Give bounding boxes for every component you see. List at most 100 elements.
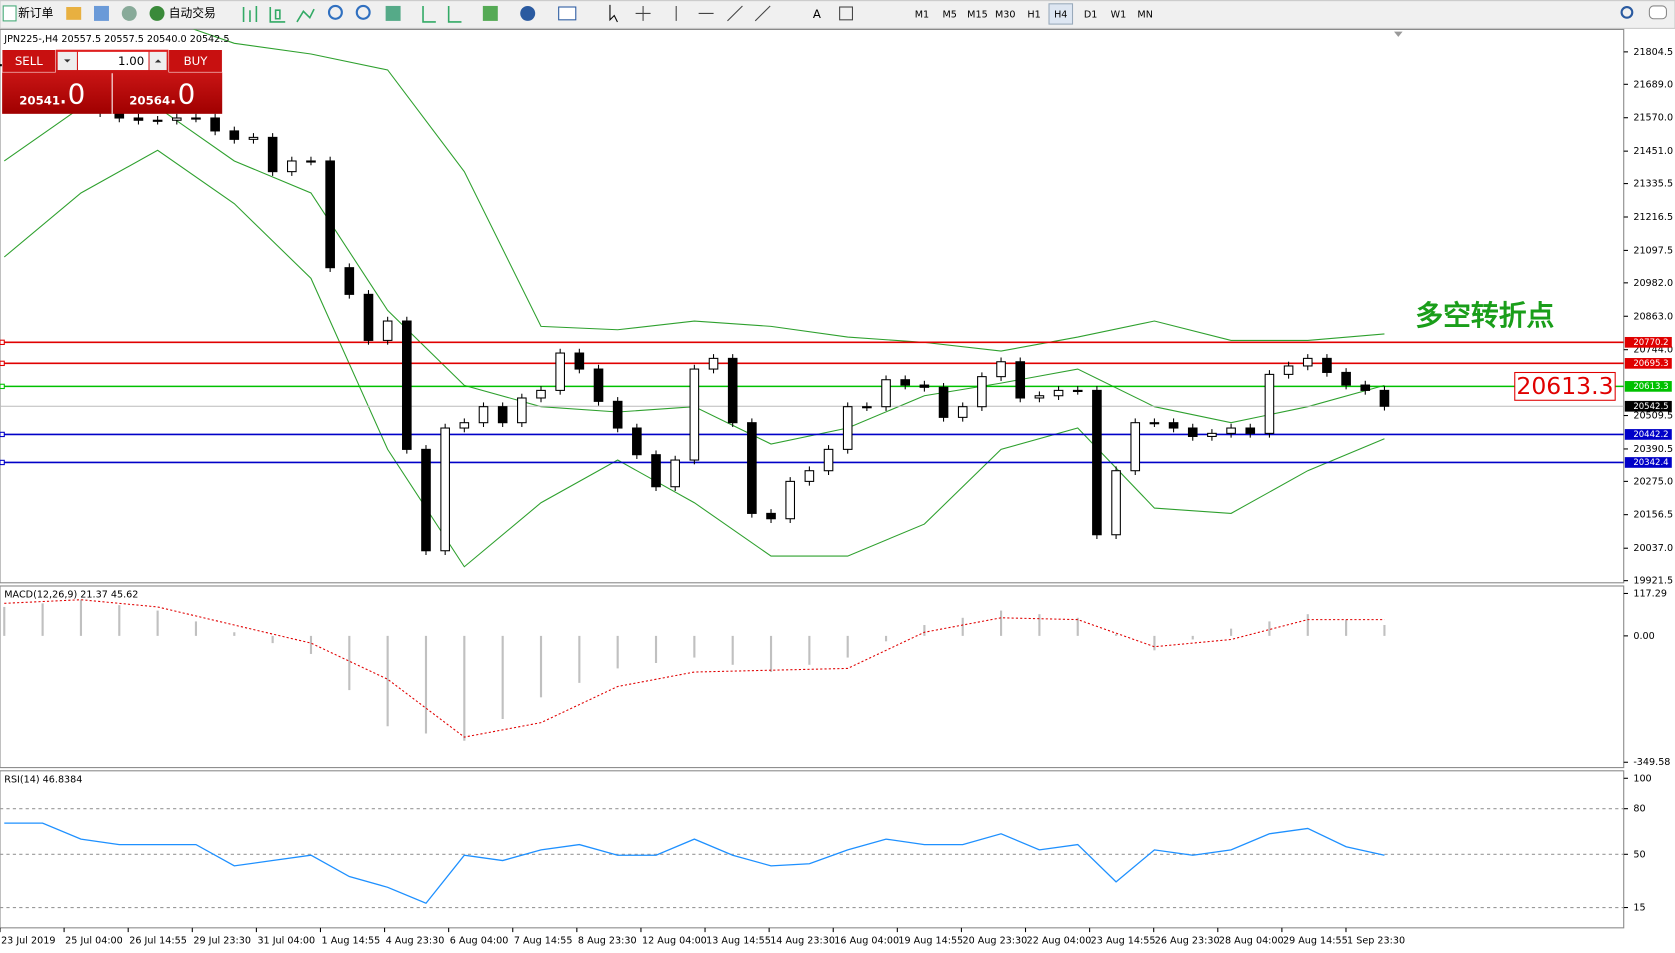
- y-tick-label: 21570.0: [1633, 113, 1673, 124]
- candle: [517, 397, 527, 424]
- text-tool[interactable]: A: [813, 7, 821, 21]
- level-box: [1624, 381, 1672, 392]
- icon[interactable]: [482, 5, 498, 21]
- timeframe[interactable]: M15: [967, 9, 988, 20]
- candle: [1168, 422, 1179, 429]
- candle: [727, 357, 738, 424]
- candle: [747, 422, 757, 514]
- current-price-box: [1624, 400, 1672, 412]
- x-tick-label: 25 Jul 04:00: [65, 936, 123, 947]
- trade-panel: SELL 1.00 BUY 20541 .0 20564 .0: [1, 49, 223, 114]
- lot-input[interactable]: [77, 51, 149, 71]
- cursor[interactable]: [609, 4, 618, 23]
- icon[interactable]: [242, 5, 258, 22]
- x-tick-label: 19 Aug 14:55: [898, 936, 963, 947]
- level-marker: [0, 431, 5, 438]
- bid-frac[interactable]: .0: [59, 78, 85, 111]
- search[interactable]: [1620, 5, 1634, 19]
- icon[interactable]: [269, 7, 286, 23]
- icon[interactable]: [121, 5, 137, 21]
- y-tick-label: 19921.5: [1633, 576, 1673, 587]
- timeframe[interactable]: M30: [995, 9, 1016, 20]
- candle: [1283, 365, 1294, 375]
- buy-button[interactable]: [168, 49, 223, 73]
- toolbar-bg: [0, 0, 1675, 29]
- sell-button[interactable]: [1, 49, 56, 73]
- auto-trading-icon[interactable]: [149, 5, 165, 21]
- new-order[interactable]: 新订单: [18, 6, 53, 20]
- level-marker: [0, 459, 5, 466]
- candle: [651, 454, 661, 488]
- x-tick-label: 26 Jul 14:55: [129, 936, 187, 947]
- icon[interactable]: [558, 6, 577, 21]
- y-tick-label: 20982.0: [1633, 278, 1673, 289]
- ask-main[interactable]: 20564: [129, 94, 170, 108]
- x-tick-label: 6 Aug 04:00: [450, 936, 509, 947]
- x-tick-label: 28 Aug 04:00: [1219, 936, 1284, 947]
- x-tick-label: 14 Aug 23:30: [770, 936, 835, 947]
- icon[interactable]: [385, 5, 401, 21]
- icon[interactable]: [422, 5, 462, 23]
- timeframe[interactable]: H1: [1027, 9, 1040, 20]
- level-label: 20442.2: [1633, 430, 1668, 440]
- timeframe[interactable]: W1: [1111, 9, 1127, 20]
- sell-label[interactable]: SELL: [15, 54, 43, 68]
- macd-y-tick-label: -349.58: [1633, 757, 1670, 768]
- y-tick-label: 20390.5: [1633, 444, 1673, 455]
- timeframe[interactable]: M5: [942, 9, 956, 20]
- y-tick-label: 20744.0: [1633, 345, 1673, 356]
- timeframe[interactable]: H4: [1054, 9, 1067, 20]
- current-price-label: 20542.5: [1633, 402, 1668, 412]
- candle: [248, 136, 259, 140]
- lot-value[interactable]: 1.00: [118, 54, 144, 68]
- draw-tools[interactable]: [635, 5, 771, 22]
- level-box: [1624, 429, 1672, 440]
- candle: [708, 357, 719, 370]
- icon[interactable]: [66, 7, 82, 20]
- bid-main[interactable]: 20541: [19, 94, 60, 108]
- level-box: [1624, 457, 1672, 468]
- x-tick-label: 8 Aug 23:30: [578, 936, 637, 947]
- timeframe-active[interactable]: [1048, 3, 1074, 25]
- icon[interactable]: [94, 5, 109, 21]
- timeframe[interactable]: MN: [1137, 9, 1152, 20]
- lot-up-arrow: [154, 59, 162, 63]
- candle: [1379, 389, 1390, 407]
- level-box: [1624, 336, 1672, 348]
- candle: [900, 379, 911, 386]
- auto-trading[interactable]: 自动交易: [169, 6, 216, 20]
- buy-label[interactable]: BUY: [184, 54, 209, 68]
- y-tick-label: 20037.0: [1633, 543, 1673, 554]
- candle: [555, 352, 565, 391]
- candle: [1264, 373, 1275, 434]
- timeframe[interactable]: M1: [915, 9, 929, 20]
- candle: [1360, 384, 1371, 391]
- macd-signal: [4, 599, 1385, 738]
- bollinger-lower: [3, 149, 1385, 568]
- ask-frac[interactable]: .0: [169, 78, 195, 111]
- x-tick-label: 23 Jul 2019: [1, 936, 55, 947]
- annotation: 多空转折点: [1415, 299, 1554, 332]
- candle: [421, 448, 431, 552]
- chat[interactable]: [1648, 5, 1667, 20]
- icon[interactable]: [520, 5, 536, 21]
- candle: [670, 459, 680, 488]
- label-tool[interactable]: [839, 6, 853, 21]
- level-box: [1624, 358, 1672, 369]
- candle: [957, 406, 968, 418]
- x-tick-label: 16 Aug 04:00: [834, 936, 899, 947]
- candle: [133, 117, 144, 121]
- x-tick-label: 4 Aug 23:30: [386, 936, 445, 947]
- zoom-in[interactable]: [327, 4, 343, 20]
- icon[interactable]: [296, 8, 315, 23]
- candle: [1053, 389, 1064, 397]
- y-tick-label: 20863.0: [1633, 311, 1673, 322]
- new-order-icon[interactable]: [2, 5, 17, 22]
- x-tick-label: 7 Aug 14:55: [514, 936, 573, 947]
- rsi-line: [4, 822, 1385, 905]
- candle: [459, 422, 470, 429]
- timeframe[interactable]: D1: [1084, 9, 1098, 20]
- rsi-label: RSI(14) 46.8384: [4, 774, 82, 785]
- candle: [1149, 422, 1160, 425]
- zoom-out[interactable]: [355, 4, 371, 20]
